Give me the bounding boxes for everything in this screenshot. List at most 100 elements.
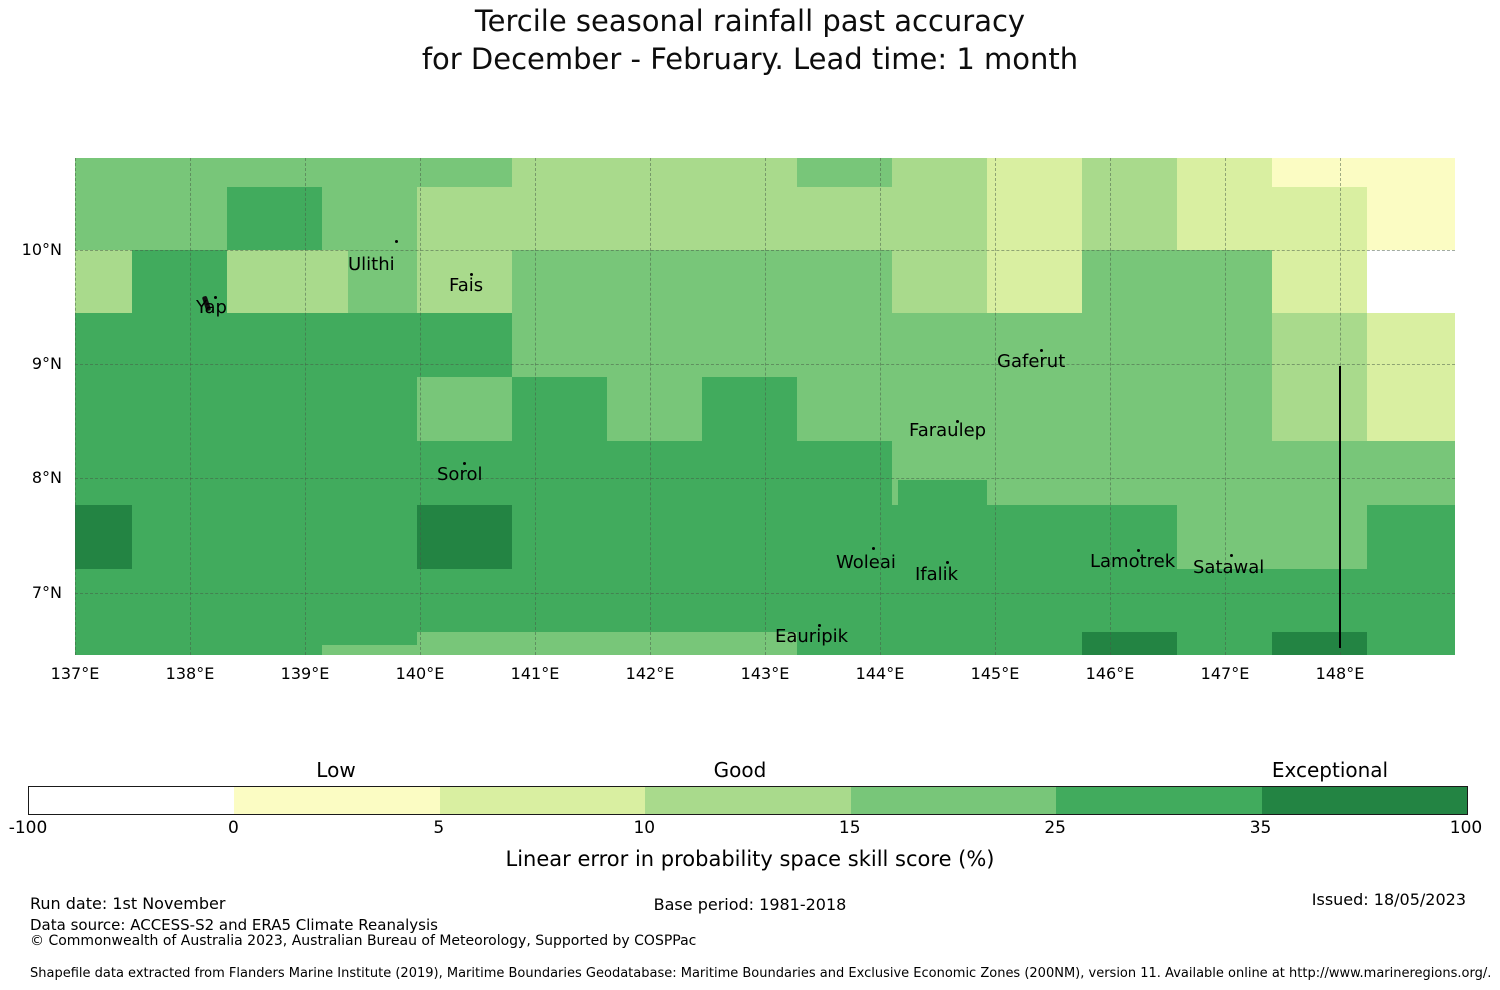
map-cell: [75, 250, 132, 313]
map-cell: [797, 250, 892, 313]
map-cell: [607, 158, 702, 187]
map-cell: [227, 187, 322, 250]
colorbar: [28, 786, 1468, 815]
map-cell: [987, 441, 1082, 505]
map-cell: [1177, 158, 1272, 187]
longitude-gridline: [75, 158, 76, 655]
island-dot: [1230, 554, 1233, 557]
island-dot: [395, 240, 398, 243]
map-cell: [797, 632, 892, 655]
y-tick-label: 10°N: [21, 240, 62, 259]
x-tick-label: 145°E: [970, 664, 1020, 683]
x-tick-label: 137°E: [50, 664, 100, 683]
longitude-gridline: [190, 158, 191, 655]
map-cell: [1367, 632, 1455, 655]
island-dot: [214, 296, 217, 299]
map-cell: [132, 569, 227, 632]
island-label: Woleai: [836, 552, 896, 573]
map-cell: [322, 441, 417, 505]
colorbar-tick-label: 25: [1044, 818, 1066, 838]
map-cell: [702, 505, 797, 569]
longitude-gridline: [420, 158, 421, 655]
map-cell: [75, 377, 132, 441]
map-cell: [417, 441, 512, 505]
map-cell: [512, 632, 607, 655]
map-cell: [417, 187, 512, 250]
colorbar-tick-label: -100: [8, 818, 48, 838]
colorbar-segment: [1056, 787, 1262, 814]
map-cell: [75, 632, 132, 655]
shapefile-note-text: Shapefile data extracted from Flanders M…: [30, 966, 1492, 981]
colorbar-category-label: Good: [713, 758, 767, 782]
island-label: Faraulep: [909, 420, 987, 441]
map-cell: [512, 158, 607, 187]
map-cell: [75, 187, 132, 250]
map-cell: [702, 569, 797, 632]
map-cell: [227, 505, 322, 569]
map-cell: [132, 632, 227, 655]
longitude-gridline: [995, 158, 996, 655]
map-cell: [132, 377, 227, 441]
island-label: Fais: [449, 275, 484, 296]
longitude-gridline: [1225, 158, 1226, 655]
map-cell: [227, 569, 322, 632]
island-label: Lamotrek: [1090, 551, 1176, 572]
island-dot: [470, 273, 473, 276]
map-cell: [892, 250, 987, 313]
colorbar-segment: [29, 787, 235, 814]
island-dot: [872, 547, 875, 550]
longitude-gridline: [650, 158, 651, 655]
x-tick-label: 141°E: [510, 664, 560, 683]
map-cell-patch: [898, 480, 987, 505]
map-cell: [1272, 505, 1367, 569]
map-cell: [227, 441, 322, 505]
map-cell: [417, 158, 512, 187]
map-cell: [607, 632, 702, 655]
map-cell: [322, 313, 417, 377]
map-cell: [75, 569, 132, 632]
map-cell: [1367, 250, 1455, 313]
x-tick-label: 147°E: [1200, 664, 1250, 683]
map-cell: [512, 313, 607, 377]
map-cell: [512, 187, 607, 250]
latitude-gridline: [75, 593, 1455, 594]
map-cell: [417, 313, 512, 377]
island-dot: [956, 420, 959, 423]
map-cell: [702, 313, 797, 377]
map-cell: [75, 441, 132, 505]
map-cell: [892, 505, 987, 569]
eez-boundary-line: [1339, 366, 1341, 648]
island-dot: [818, 624, 821, 627]
map-cell: [132, 505, 227, 569]
map-cell: [132, 158, 227, 187]
map-plot-area: Ulithi Fais Yap Gaferut Faraulep Sorol Woleai I…: [75, 158, 1455, 655]
island-dot: [1040, 349, 1043, 352]
longitude-gridline: [880, 158, 881, 655]
map-cell: [1367, 441, 1455, 505]
map-cell: [512, 505, 607, 569]
map-cell: [987, 632, 1082, 655]
map-cell: [1367, 569, 1455, 632]
map-cell: [607, 441, 702, 505]
colorbar-segment: [645, 787, 851, 814]
map-cell: [1082, 505, 1177, 569]
run-date-text: Run date: 1st November: [30, 894, 226, 913]
colorbar-tick-label: 0: [228, 818, 239, 838]
colorbar-tick-label: 35: [1249, 818, 1272, 838]
map-cell: [1082, 313, 1177, 377]
map-cell: [417, 505, 512, 569]
map-cell: [322, 505, 417, 569]
chart-title: Tercile seasonal rainfall past accuracy: [474, 4, 1026, 38]
map-cell: [417, 569, 512, 632]
map-cell: [1272, 377, 1367, 441]
colorbar-category-label: Low: [316, 758, 356, 782]
map-cell: [607, 569, 702, 632]
map-cell: [227, 313, 322, 377]
longitude-gridline: [765, 158, 766, 655]
map-cell: [1272, 569, 1367, 632]
y-tick-label: 8°N: [31, 468, 62, 487]
map-cell: [1367, 158, 1455, 187]
map-cell: [797, 313, 892, 377]
map-cell: [987, 505, 1082, 569]
